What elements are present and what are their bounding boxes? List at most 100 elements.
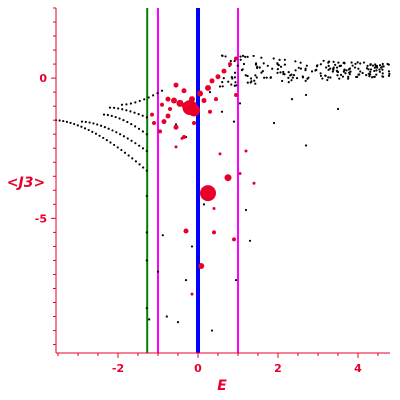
black-point bbox=[373, 75, 376, 78]
black-point bbox=[241, 54, 245, 57]
black-point bbox=[129, 102, 132, 105]
black-point bbox=[106, 113, 109, 117]
red-point bbox=[180, 136, 184, 140]
black-point bbox=[339, 73, 343, 76]
black-point bbox=[246, 74, 249, 78]
black-point bbox=[230, 83, 233, 86]
black-point bbox=[125, 103, 128, 106]
black-point bbox=[329, 76, 332, 79]
black-point bbox=[334, 63, 337, 66]
black-point bbox=[125, 109, 128, 112]
black-point bbox=[239, 58, 242, 61]
black-point bbox=[327, 68, 330, 71]
black-point bbox=[378, 68, 381, 71]
black-point bbox=[365, 67, 369, 70]
black-point bbox=[287, 76, 290, 80]
black-point bbox=[69, 121, 72, 124]
black-point bbox=[184, 278, 188, 282]
black-point bbox=[65, 120, 68, 123]
black-point bbox=[145, 194, 148, 198]
black-point bbox=[327, 61, 330, 64]
black-point bbox=[148, 318, 151, 321]
red-point bbox=[183, 228, 189, 234]
red-point bbox=[158, 129, 162, 134]
black-point bbox=[156, 92, 159, 95]
black-point bbox=[114, 115, 117, 119]
black-point bbox=[118, 117, 121, 120]
black-point bbox=[366, 64, 369, 67]
black-point bbox=[231, 77, 234, 80]
black-point bbox=[147, 96, 150, 99]
black-point bbox=[138, 163, 141, 166]
black-point bbox=[221, 85, 224, 88]
black-point bbox=[266, 64, 269, 67]
red-point bbox=[209, 78, 215, 84]
black-point bbox=[263, 76, 266, 79]
black-point bbox=[338, 77, 341, 80]
y-tick-label: 0 bbox=[39, 72, 47, 85]
black-point bbox=[329, 67, 332, 70]
black-point bbox=[145, 116, 148, 119]
black-point bbox=[294, 69, 297, 72]
x-tick-label: -2 bbox=[112, 362, 124, 375]
black-point bbox=[244, 55, 247, 58]
red-point bbox=[161, 119, 167, 125]
black-point bbox=[107, 127, 110, 130]
black-point bbox=[142, 166, 145, 169]
red-points-series bbox=[150, 56, 256, 296]
x-tick-label: 2 bbox=[274, 362, 282, 375]
black-point bbox=[138, 144, 141, 147]
y-tick-label: -5 bbox=[35, 212, 47, 225]
black-point bbox=[258, 66, 261, 69]
black-point bbox=[353, 66, 357, 69]
black-point bbox=[341, 75, 345, 78]
black-point bbox=[105, 139, 108, 142]
black-point bbox=[297, 66, 300, 69]
black-point bbox=[282, 70, 285, 74]
black-point bbox=[331, 70, 334, 73]
black-point bbox=[108, 106, 112, 109]
black-point bbox=[138, 99, 141, 103]
black-point bbox=[145, 231, 148, 234]
black-point bbox=[233, 71, 237, 74]
red-point bbox=[252, 181, 256, 185]
black-point bbox=[120, 148, 123, 152]
black-point bbox=[321, 77, 324, 80]
red-point bbox=[176, 99, 184, 107]
black-point bbox=[252, 54, 255, 58]
black-point bbox=[381, 68, 384, 71]
black-point bbox=[249, 77, 253, 80]
black-point bbox=[233, 76, 237, 79]
black-point bbox=[310, 70, 314, 73]
black-point bbox=[324, 74, 327, 77]
red-point bbox=[173, 82, 179, 88]
red-point bbox=[215, 74, 221, 80]
black-point bbox=[375, 69, 378, 72]
x-tick-label: 4 bbox=[354, 362, 362, 375]
black-point bbox=[255, 76, 258, 79]
black-point bbox=[222, 77, 225, 80]
red-point bbox=[188, 104, 200, 117]
red-point bbox=[190, 292, 194, 296]
black-point bbox=[110, 114, 113, 117]
black-point bbox=[304, 69, 307, 72]
black-point bbox=[356, 75, 359, 78]
black-point bbox=[234, 278, 238, 282]
black-point bbox=[221, 54, 224, 57]
black-point bbox=[276, 67, 279, 71]
black-point bbox=[145, 133, 148, 136]
black-point bbox=[287, 80, 290, 84]
black-point bbox=[279, 65, 283, 68]
black-point bbox=[306, 77, 309, 80]
black-point bbox=[359, 70, 362, 73]
black-point bbox=[359, 62, 362, 65]
black-point bbox=[338, 64, 342, 67]
black-point bbox=[256, 65, 259, 68]
x-tick-label: 0 bbox=[194, 362, 202, 375]
black-point bbox=[91, 130, 94, 133]
y-axis-title: <J3> bbox=[7, 175, 45, 191]
black-point bbox=[133, 111, 136, 114]
black-point bbox=[369, 63, 372, 66]
black-point bbox=[130, 123, 133, 126]
